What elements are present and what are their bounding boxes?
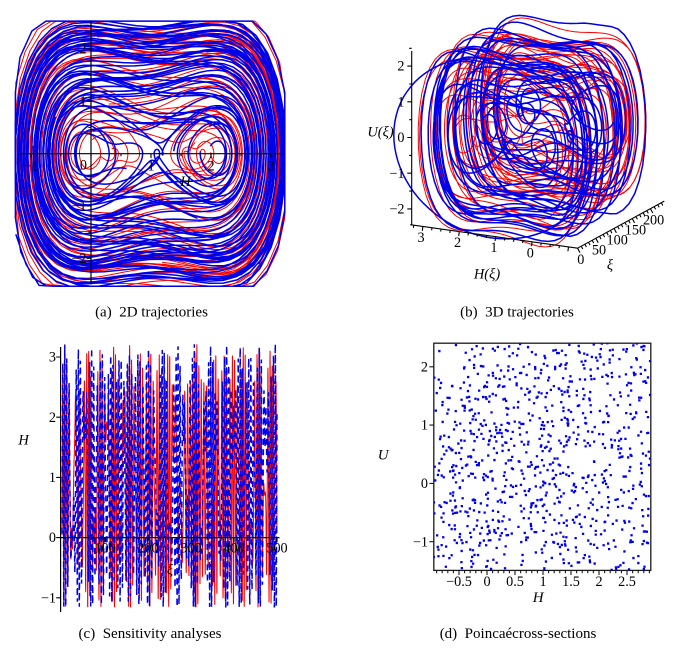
svg-text:2: 2 <box>79 42 86 58</box>
svg-text:1: 1 <box>49 470 56 486</box>
svg-text:0: 0 <box>483 574 490 590</box>
svg-text:0: 0 <box>49 530 56 546</box>
svg-text:−1: −1 <box>23 159 38 175</box>
svg-text:−2: −2 <box>389 202 404 218</box>
svg-text:H: H <box>17 433 30 449</box>
svg-text:1: 1 <box>421 418 428 434</box>
svg-text:ξ: ξ <box>607 257 614 273</box>
svg-text:1: 1 <box>79 94 86 110</box>
svg-text:−1: −1 <box>413 534 428 550</box>
svg-text:3: 3 <box>418 230 425 246</box>
svg-text:200: 200 <box>137 540 158 556</box>
svg-text:ξ: ξ <box>167 563 174 579</box>
svg-text:300: 300 <box>180 540 201 556</box>
svg-text:H(ξ): H(ξ) <box>473 266 501 282</box>
svg-text:200: 200 <box>643 213 664 229</box>
svg-text:100: 100 <box>94 540 115 556</box>
svg-text:2: 2 <box>454 235 461 251</box>
svg-text:1: 1 <box>147 159 154 175</box>
svg-text:−2: −2 <box>71 251 86 267</box>
svg-text:1: 1 <box>397 94 404 110</box>
svg-text:0: 0 <box>421 476 428 492</box>
svg-text:100: 100 <box>607 232 628 248</box>
svg-text:1: 1 <box>539 574 546 590</box>
svg-text:−1: −1 <box>41 590 56 606</box>
svg-text:0: 0 <box>80 158 87 174</box>
svg-text:U(ξ): U(ξ) <box>367 124 394 140</box>
svg-text:1.5: 1.5 <box>562 574 580 590</box>
svg-text:H: H <box>179 174 192 190</box>
svg-text:50: 50 <box>592 242 606 258</box>
svg-text:0: 0 <box>397 130 404 146</box>
svg-text:400: 400 <box>223 540 244 556</box>
svg-text:2: 2 <box>421 359 428 375</box>
svg-text:−1: −1 <box>389 166 404 182</box>
svg-text:(d) Poincaécross-sections: (d) Poincaécross-sections <box>440 626 597 642</box>
svg-text:−0.5: −0.5 <box>446 574 472 590</box>
svg-text:(a) 2D trajectories: (a) 2D trajectories <box>95 304 208 320</box>
svg-text:2: 2 <box>207 159 214 175</box>
svg-text:2: 2 <box>49 410 56 426</box>
svg-text:1: 1 <box>490 240 497 256</box>
svg-text:0: 0 <box>527 245 534 261</box>
svg-text:H: H <box>532 590 545 606</box>
svg-text:2.5: 2.5 <box>618 574 636 590</box>
svg-text:2: 2 <box>397 59 404 75</box>
svg-text:0.5: 0.5 <box>506 574 524 590</box>
svg-text:0: 0 <box>577 252 584 268</box>
svg-text:150: 150 <box>625 223 646 239</box>
svg-text:(b) 3D trajectories: (b) 3D trajectories <box>460 304 574 320</box>
svg-text:−1: −1 <box>71 199 86 215</box>
svg-text:U: U <box>378 448 390 464</box>
svg-text:3: 3 <box>49 350 56 366</box>
svg-text:500: 500 <box>266 540 287 556</box>
svg-text:3: 3 <box>267 159 274 175</box>
svg-text:(c) Sensitivity analyses: (c) Sensitivity analyses <box>79 626 222 642</box>
svg-text:2: 2 <box>595 574 602 590</box>
